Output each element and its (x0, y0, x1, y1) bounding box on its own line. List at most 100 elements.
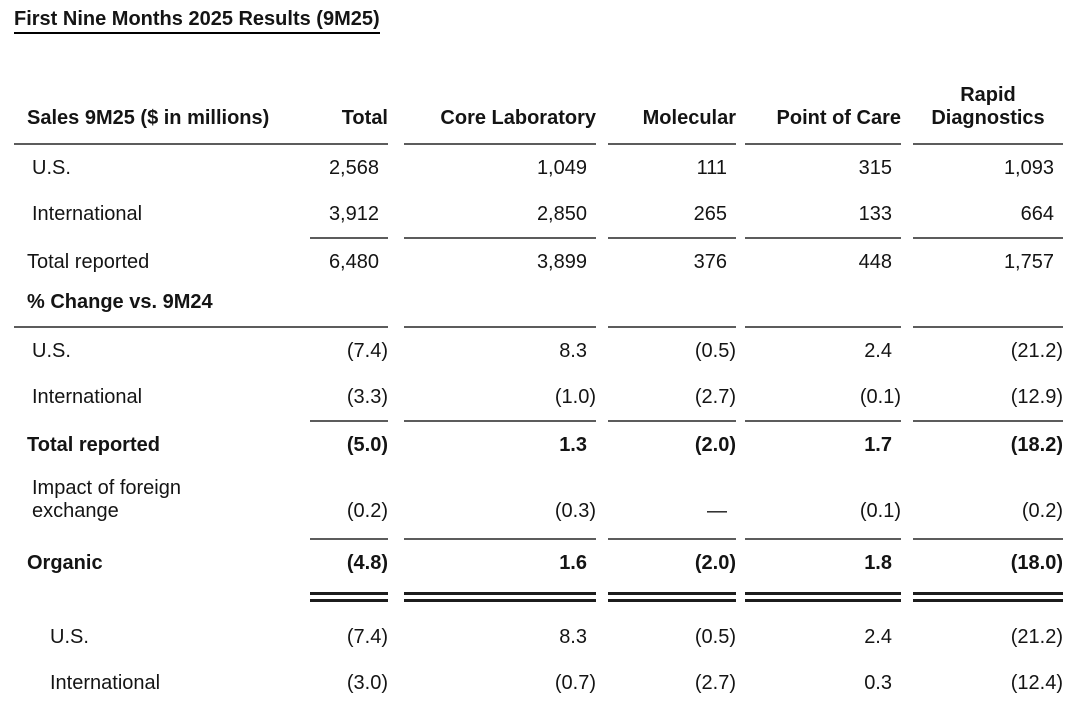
rule-segment-molecular (608, 237, 736, 239)
rule-segment-rapid-diagnostics (913, 592, 1063, 602)
rule-segment-total (310, 592, 388, 602)
rule-segment-core-laboratory (404, 592, 596, 602)
rule-row (14, 143, 1080, 145)
cell-total: (4.8) (346, 551, 388, 574)
rule-segment-rapid-diagnostics (913, 420, 1063, 422)
cell-core-laboratory: (0.3) (554, 500, 596, 522)
cell-point-of-care: (0.1) (859, 500, 901, 522)
column-header-rapid-diagnostics: Rapid Diagnostics (931, 84, 1045, 129)
rule-segment-label-total (14, 326, 388, 328)
cell-point-of-care: 2.4 (864, 339, 892, 362)
section-heading: % Change vs. 9M24 (14, 291, 1080, 314)
table-row: International 3,912 2,850 265 133 664 (14, 191, 1080, 237)
rule-segment-rapid-diagnostics (913, 326, 1063, 328)
row-label: U.S. (50, 625, 89, 648)
cell-total: (0.2) (346, 500, 388, 522)
double-rule-row (14, 592, 1080, 602)
row-label: Impact of foreign exchange (32, 477, 181, 522)
page-title: First Nine Months 2025 Results (9M25) (14, 8, 380, 34)
table-row: Organic (4.8) 1.6 (2.0) 1.8 (18.0) (14, 540, 1080, 586)
cell-molecular: (2.0) (694, 433, 736, 456)
section-heading-label: % Change vs. 9M24 (27, 291, 213, 313)
rule-segment-label-total (14, 143, 388, 145)
cell-core-laboratory: (0.7) (554, 671, 596, 694)
rule-spacer (14, 420, 310, 422)
row-label: Total reported (27, 250, 150, 273)
cell-total: 2,568 (328, 156, 379, 179)
cell-total: (3.3) (346, 385, 388, 408)
column-header-total: Total (341, 107, 388, 129)
table-row: Total reported 6,480 3,899 376 448 1,757 (14, 239, 1080, 285)
cell-point-of-care: 133 (858, 202, 892, 225)
rule-segment-point-of-care (745, 237, 901, 239)
cell-rapid-diagnostics: (0.2) (1021, 500, 1063, 522)
rule-segment-total (310, 538, 388, 540)
rule-segment-rapid-diagnostics (913, 143, 1063, 145)
row-label: Organic (27, 551, 103, 574)
cell-rapid-diagnostics: 1,093 (1003, 156, 1054, 179)
cell-core-laboratory: 1,049 (536, 156, 587, 179)
cell-point-of-care: 1.7 (864, 433, 892, 456)
rule-segment-point-of-care (745, 420, 901, 422)
rule-segment-molecular (608, 592, 736, 602)
column-header-molecular: Molecular (642, 107, 736, 129)
cell-rapid-diagnostics: (18.2) (1010, 433, 1063, 456)
cell-molecular: 376 (693, 250, 727, 273)
rule-segment-point-of-care (745, 143, 901, 145)
rule-spacer (14, 538, 310, 540)
cell-point-of-care: (0.1) (859, 385, 901, 408)
rule-segment-molecular (608, 538, 736, 540)
cell-molecular: (2.7) (694, 385, 736, 408)
cell-molecular: (2.0) (694, 551, 736, 574)
rule-spacer (14, 237, 310, 239)
cell-point-of-care: 448 (858, 250, 892, 273)
rule-row (14, 237, 1080, 239)
rule-spacer (14, 592, 310, 602)
table-rows: U.S. 2,568 1,049 111 315 1,093 International 3,… (14, 143, 1080, 706)
rule-segment-total (310, 420, 388, 422)
table-row: International (3.3) (1.0) (2.7) (0.1) (12.9) (14, 374, 1080, 420)
cell-rapid-diagnostics: (21.2) (1010, 625, 1063, 648)
rule-segment-total (310, 237, 388, 239)
column-header-point-of-care: Point of Care (776, 107, 901, 129)
cell-rapid-diagnostics: (18.0) (1010, 551, 1063, 574)
cell-total: (7.4) (346, 339, 388, 362)
row-label: Total reported (27, 433, 160, 456)
rule-row (14, 538, 1080, 540)
row-label: International (50, 671, 161, 694)
rule-segment-molecular (608, 143, 736, 145)
cell-point-of-care: 315 (858, 156, 892, 179)
cell-total: (3.0) (346, 671, 388, 694)
cell-rapid-diagnostics: (21.2) (1010, 339, 1063, 362)
cell-point-of-care: 2.4 (864, 625, 892, 648)
table-header-label: Sales 9M25 ($ in millions) (27, 107, 270, 129)
table-row: U.S. (7.4) 8.3 (0.5) 2.4 (21.2) (14, 614, 1080, 660)
cell-total: 3,912 (328, 202, 379, 225)
cell-core-laboratory: (1.0) (554, 385, 596, 408)
rule-segment-core-laboratory (404, 143, 596, 145)
table-row: U.S. (7.4) 8.3 (0.5) 2.4 (21.2) (14, 328, 1080, 374)
cell-molecular: 111 (696, 156, 727, 179)
cell-total: (7.4) (346, 625, 388, 648)
rule-segment-point-of-care (745, 592, 901, 602)
cell-total: (5.0) (346, 433, 388, 456)
table-row: U.S. 2,568 1,049 111 315 1,093 (14, 145, 1080, 191)
cell-total: 6,480 (328, 250, 379, 273)
table-row: Total reported (5.0) 1.3 (2.0) 1.7 (18.2) (14, 422, 1080, 468)
cell-core-laboratory: 3,899 (536, 250, 587, 273)
cell-core-laboratory: 1.6 (559, 551, 587, 574)
rule-segment-point-of-care (745, 538, 901, 540)
cell-rapid-diagnostics: (12.4) (1010, 671, 1063, 694)
cell-core-laboratory: 8.3 (559, 339, 587, 362)
table-row: International (3.0) (0.7) (2.7) 0.3 (12.4) (14, 660, 1080, 706)
cell-point-of-care: 1.8 (864, 551, 892, 574)
cell-molecular: (0.5) (694, 625, 736, 648)
rule-segment-core-laboratory (404, 538, 596, 540)
rule-segment-molecular (608, 420, 736, 422)
rule-segment-core-laboratory (404, 326, 596, 328)
cell-rapid-diagnostics: 664 (1020, 202, 1054, 225)
cell-rapid-diagnostics: 1,757 (1003, 250, 1054, 273)
rule-row (14, 326, 1080, 328)
cell-core-laboratory: 8.3 (559, 625, 587, 648)
